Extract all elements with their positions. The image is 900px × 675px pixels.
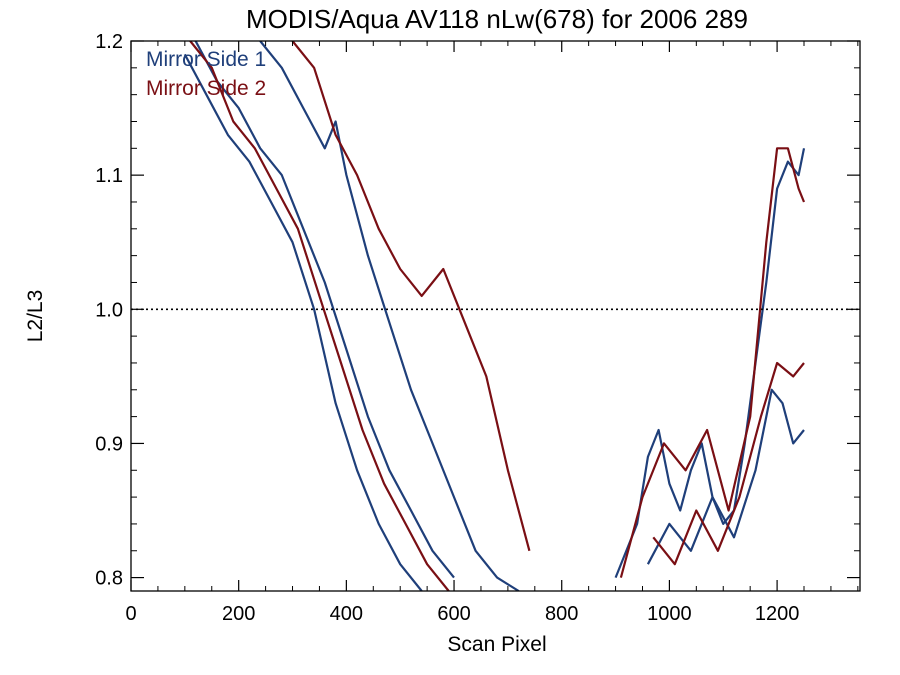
series-layer xyxy=(183,41,806,591)
series-line-7 xyxy=(291,41,531,552)
y-tick-label: 1.1 xyxy=(95,165,123,187)
x-tick-label: 1000 xyxy=(647,603,692,625)
x-tick-label: 0 xyxy=(125,603,136,625)
x-tick-label: 400 xyxy=(330,603,363,625)
y-tick-label: 0.8 xyxy=(95,568,123,590)
axes-layer: 0 200 400 600 800 1000 1200 0.8 0.9 1.0 1.1 1.2 xyxy=(95,31,861,625)
x-axis-label: Scan Pixel xyxy=(447,633,546,656)
series-line-8 xyxy=(619,147,806,578)
legend: Mirror Side 1 Mirror Side 2 xyxy=(146,48,266,100)
legend-entry-2: Mirror Side 2 xyxy=(146,77,266,100)
series-line-2 xyxy=(194,41,455,579)
y-tick-label: 1.2 xyxy=(95,31,123,53)
chart-title: MODIS/Aqua AV118 nLw(678) for 2006 289 xyxy=(246,4,748,34)
series-line-1 xyxy=(183,53,423,591)
x-tick-label: 1200 xyxy=(755,603,800,625)
plot-frame xyxy=(130,40,861,592)
x-tick-label: 800 xyxy=(545,603,578,625)
series-line-6 xyxy=(189,41,450,591)
y-axis-label: L2/L3 xyxy=(24,290,47,343)
series-line-9 xyxy=(652,361,805,566)
y-tick-label: 1.0 xyxy=(95,299,123,321)
x-tick-label: 600 xyxy=(437,603,470,625)
series-line-4 xyxy=(614,148,806,579)
x-tick-label: 200 xyxy=(222,603,255,625)
legend-entry-1: Mirror Side 1 xyxy=(146,48,266,71)
y-tick-label: 0.9 xyxy=(95,433,123,455)
series-line-5 xyxy=(646,388,805,565)
series-line-3 xyxy=(259,41,520,591)
